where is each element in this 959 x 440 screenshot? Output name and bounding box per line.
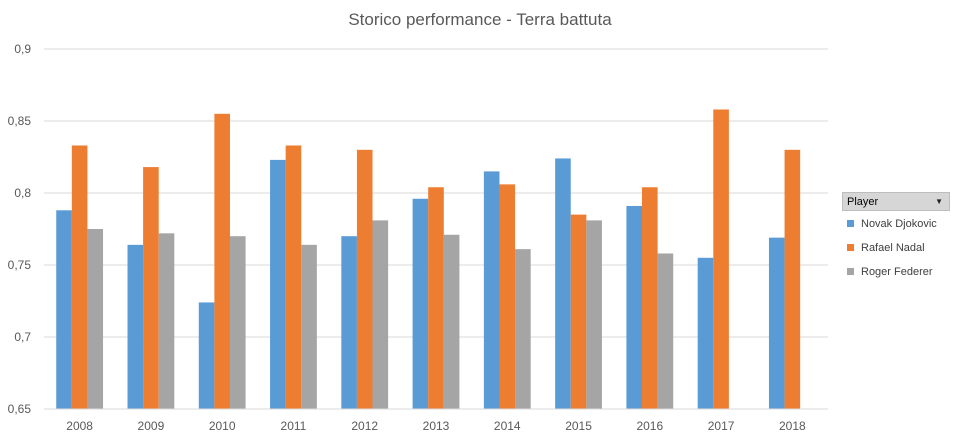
bar-rafael-nadal <box>71 145 88 410</box>
bar-novak-djokovic <box>483 171 500 409</box>
x-tick-label: 2009 <box>138 419 165 433</box>
legend-swatch <box>847 220 854 227</box>
bar-novak-djokovic <box>768 237 785 409</box>
legend-items: Novak Djokovic Rafael Nadal Roger Federer <box>842 212 950 283</box>
x-tick-label: 2011 <box>281 419 307 433</box>
y-tick-label: 0,9 <box>14 42 31 56</box>
bar-novak-djokovic <box>341 236 357 409</box>
bar-rafael-nadal <box>285 145 302 410</box>
y-tick-label: 0,7 <box>14 330 31 344</box>
bar-novak-djokovic <box>270 159 286 409</box>
y-tick-label: 0,65 <box>8 402 32 416</box>
bar-rafael-nadal <box>642 187 658 409</box>
player-field-button[interactable]: Player ▼ <box>842 192 950 211</box>
bar-roger-federer <box>229 236 246 409</box>
bar-rafael-nadal <box>356 149 373 410</box>
bars <box>56 109 801 410</box>
x-tick-label: 2015 <box>565 419 592 433</box>
bar-roger-federer <box>443 234 460 409</box>
x-tick-label: 2008 <box>66 419 93 433</box>
chart-title: Storico performance - Terra battuta <box>348 10 612 29</box>
x-tick-label: 2014 <box>494 419 521 433</box>
legend-label: Rafael Nadal <box>861 241 925 254</box>
bar-rafael-nadal <box>428 187 444 409</box>
player-field-label: Player <box>847 195 879 208</box>
bar-roger-federer <box>372 220 389 409</box>
legend-item[interactable]: Roger Federer <box>842 260 950 283</box>
bar-roger-federer <box>657 253 674 409</box>
bar-novak-djokovic <box>127 244 144 409</box>
y-axis-tick-labels: 0,65 0,7 0,75 0,8 0,85 0,9 <box>8 42 32 416</box>
bar-novak-djokovic <box>626 205 643 409</box>
legend-swatch <box>847 244 854 251</box>
legend-label: Roger Federer <box>861 265 933 278</box>
bar-roger-federer <box>515 249 531 409</box>
y-tick-label: 0,85 <box>8 114 32 128</box>
x-tick-label: 2016 <box>636 419 663 433</box>
legend-swatch <box>847 268 854 275</box>
bar-rafael-nadal <box>499 184 516 409</box>
bar-rafael-nadal <box>143 167 159 409</box>
legend: Player ▼ Novak Djokovic Rafael Nadal Roger… <box>842 192 950 283</box>
legend-label: Novak Djokovic <box>861 217 937 230</box>
legend-item[interactable]: Rafael Nadal <box>842 236 950 259</box>
bar-rafael-nadal <box>784 149 801 410</box>
x-tick-label: 2010 <box>209 419 236 433</box>
y-tick-label: 0,75 <box>8 258 32 272</box>
x-tick-label: 2017 <box>708 419 735 433</box>
bar-novak-djokovic <box>697 257 714 409</box>
x-tick-label: 2012 <box>351 419 378 433</box>
bar-novak-djokovic <box>198 302 215 409</box>
x-tick-label: 2018 <box>779 419 806 433</box>
dropdown-arrow-icon: ▼ <box>935 197 943 206</box>
bar-rafael-nadal <box>713 109 729 409</box>
bar-roger-federer <box>301 244 317 409</box>
bar-rafael-nadal <box>214 113 230 410</box>
legend-item[interactable]: Novak Djokovic <box>842 212 950 235</box>
bar-roger-federer <box>158 233 175 409</box>
bar-rafael-nadal <box>570 214 587 409</box>
bar-novak-djokovic <box>56 210 72 409</box>
bar-roger-federer <box>586 220 602 409</box>
bar-novak-djokovic <box>412 198 429 409</box>
y-tick-label: 0,8 <box>14 186 31 200</box>
bar-roger-federer <box>87 229 104 409</box>
x-axis: 2008 2009 2010 2011 2012 2013 2014 2015 2016 2017… <box>44 408 828 433</box>
x-tick-label: 2013 <box>423 419 450 433</box>
bar-novak-djokovic <box>555 158 571 409</box>
